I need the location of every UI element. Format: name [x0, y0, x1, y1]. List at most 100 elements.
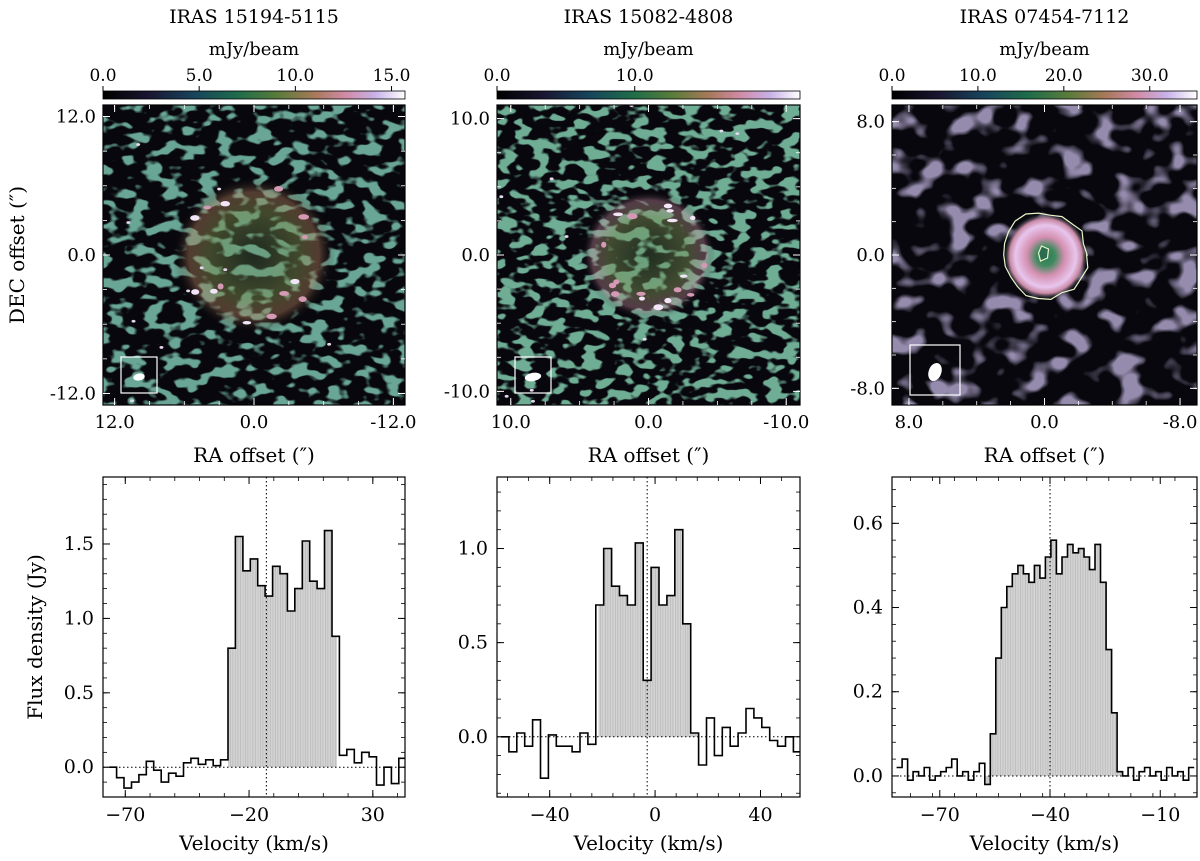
- map-ytick-label: 8.0: [856, 112, 885, 133]
- spectrum-bin: [659, 605, 667, 737]
- spectrum-panel-1: −70 −20 30 0.0 0.5 1.0 1.5 Velocity (km/s) Flux …: [23, 476, 406, 855]
- emission-clump: [601, 241, 607, 248]
- spectrum-bin: [651, 567, 660, 737]
- emission-clump: [301, 235, 308, 240]
- colorbar-label: mJy/beam: [999, 39, 1090, 60]
- map-panels: IRAS 15194-5115 mJy/beam 0.0 5.0 10.0 15.0 12.…: [5, 6, 1198, 467]
- map-xtick-label: 10.0: [491, 412, 531, 433]
- spectrum-bin: [995, 658, 1002, 776]
- spectrum-bin: [1001, 607, 1007, 776]
- noise-peak: [642, 337, 647, 341]
- emission-clump: [680, 274, 688, 278]
- noise-peak: [564, 235, 569, 238]
- spectrum-bin: [250, 558, 258, 768]
- colorbar-tick-label: 5.0: [186, 66, 213, 86]
- map-xtick-label: 0.0: [240, 412, 269, 433]
- beam-box: [514, 356, 552, 394]
- spectrum-bin: [1028, 582, 1035, 776]
- colorbar-label: mJy/beam: [603, 39, 694, 60]
- spectrum-xtick-label: −70: [920, 804, 960, 826]
- spectrum-bin: [1084, 557, 1090, 776]
- colorbar-tick-label: 0.0: [878, 66, 905, 86]
- colorbar-label: mJy/beam: [209, 39, 300, 60]
- spectrum-bin: [598, 605, 604, 737]
- emission-clump: [220, 201, 230, 207]
- spectrum-frame: [891, 476, 1198, 798]
- noise-peak: [223, 268, 228, 271]
- spectrum-frame: [496, 476, 801, 798]
- emission-clump: [298, 296, 307, 303]
- emission-clump: [673, 287, 682, 293]
- colorbar-tick-label: 20.0: [1045, 66, 1083, 86]
- colorbar-tick-label: 10.0: [616, 66, 654, 86]
- emission-clump: [666, 218, 678, 223]
- colorbar-tick-label: 10.0: [959, 66, 997, 86]
- spectrum-bin: [1012, 573, 1018, 776]
- spectrum-frame: [102, 476, 406, 798]
- spectrum-bin: [287, 610, 295, 768]
- beam-ellipse: [524, 372, 542, 382]
- emission-clump: [627, 213, 638, 220]
- spectrum-bin: [1056, 573, 1062, 776]
- spectrum-bin: [1117, 771, 1123, 776]
- spectrum-ytick-label: 1.0: [458, 538, 488, 560]
- spectrum-bin: [619, 595, 628, 737]
- noise-peak: [549, 177, 554, 181]
- map-xlabel: RA offset (″): [193, 443, 315, 467]
- map-ytick-label: 0.0: [461, 245, 490, 266]
- emission-clump: [638, 296, 645, 301]
- noise-peak: [131, 319, 136, 323]
- spectrum-bin: [682, 623, 691, 737]
- spectrum-plot-area: [103, 477, 405, 797]
- spectrum-bin: [674, 529, 683, 737]
- map-ytick-label: 0.0: [856, 245, 885, 266]
- emission-clump: [687, 292, 695, 297]
- colorbar-tick-label: 0.0: [483, 66, 510, 86]
- noise-peak: [130, 399, 135, 403]
- spectrum-bin: [302, 541, 310, 768]
- spectrum-ytick-label: 0.0: [64, 756, 94, 778]
- emission-clump: [663, 203, 673, 209]
- emission-clump: [613, 212, 624, 217]
- spectrum-bin: [1017, 565, 1024, 776]
- spectrum-plot-area: [497, 477, 800, 797]
- spectrum-ylabel: Flux density (Jy): [23, 554, 47, 720]
- map-ytick-label: -8.0: [850, 378, 885, 399]
- spectrum-bin: [635, 542, 644, 737]
- map-panel-3: IRAS 07454-7112 mJy/beam 0.0 10.0 20.0 30.0 8.…: [850, 6, 1198, 467]
- spectrum-bin: [265, 596, 273, 768]
- emission-clump: [242, 321, 252, 325]
- emission-clump: [613, 279, 620, 285]
- spectrum-xtick-label: −40: [1030, 804, 1070, 826]
- emission-clump: [217, 283, 224, 290]
- spectrum-bin: [228, 648, 236, 768]
- emission-clump: [298, 214, 310, 220]
- ring-outer-contour: [1003, 212, 1089, 301]
- map-title: IRAS 07454-7112: [960, 6, 1130, 28]
- map-ytick-label: 0.0: [67, 245, 96, 266]
- noise-peak: [136, 143, 141, 146]
- spectrum-xtick-label: −10: [1140, 804, 1180, 826]
- map-xlabel: RA offset (″): [588, 443, 710, 467]
- spectrum-xtick-label: −70: [105, 804, 145, 826]
- spectrum-bin: [1039, 578, 1046, 776]
- emission-clump: [636, 291, 646, 296]
- spectrum-bin: [235, 536, 243, 768]
- spectrum-xtick-label: 30: [361, 804, 385, 826]
- spectrum-ytick-label: 1.0: [64, 607, 94, 629]
- emission-clump: [610, 291, 620, 297]
- spectrum-bin: [1106, 649, 1112, 776]
- spectrum-bin: [1100, 582, 1107, 776]
- spectrum-bin: [242, 570, 251, 768]
- emission-clump: [653, 304, 664, 311]
- colorbar-tick-label: 30.0: [1131, 66, 1169, 86]
- spectrum-bin: [1095, 544, 1101, 776]
- colorbar-tick-label: 0.0: [89, 66, 116, 86]
- spectrum-ytick-label: 0.4: [853, 597, 883, 619]
- beam-ellipse: [133, 373, 145, 381]
- emission-clump: [210, 288, 218, 294]
- map-xtick-label: -10.0: [763, 412, 809, 433]
- spectrum-xlabel: Velocity (km/s): [573, 831, 724, 855]
- spectrum-bin: [1045, 557, 1051, 776]
